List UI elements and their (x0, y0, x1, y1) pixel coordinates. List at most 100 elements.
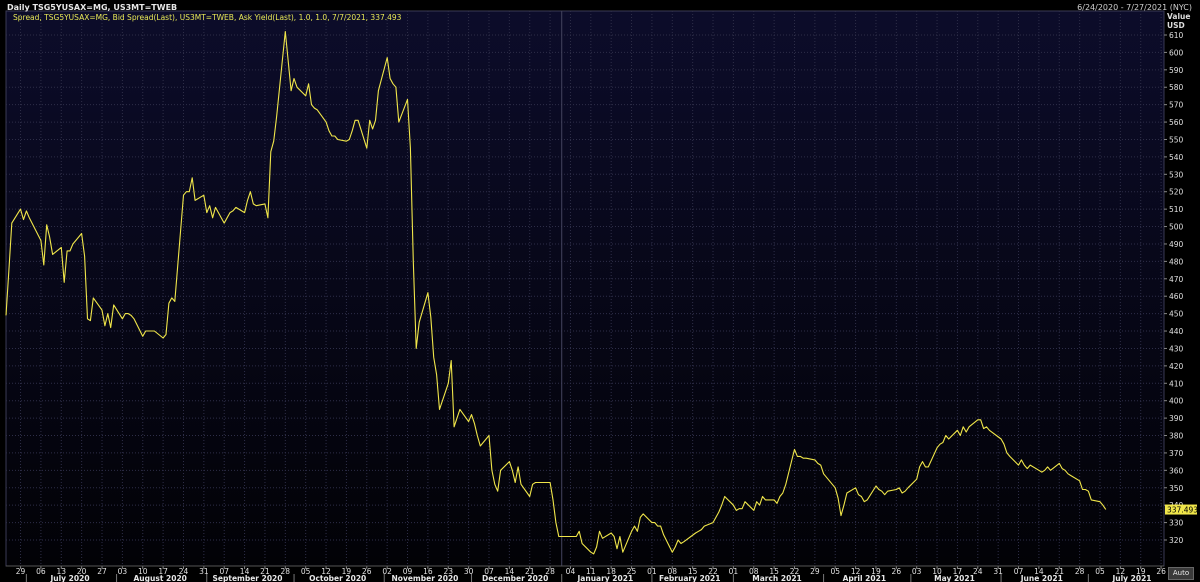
x-tick-label: 28 (281, 567, 291, 576)
y-tick-label: 320 (1169, 536, 1184, 545)
x-tick-label: 29 (810, 567, 820, 576)
y-axis-unit-currency: USD (1167, 21, 1185, 30)
x-tick-label: 13 (57, 567, 67, 576)
x-tick-label: 05 (1095, 567, 1105, 576)
x-tick-label: 14 (240, 567, 250, 576)
last-value-label: 337.493 (1167, 506, 1198, 515)
last-value-box (1165, 504, 1197, 515)
x-tick-label: 23 (443, 567, 453, 576)
x-tick-label: 01 (647, 567, 657, 576)
month-label: July 2020 (49, 574, 89, 582)
y-tick-label: 480 (1169, 257, 1184, 266)
x-tick-label: 17 (158, 567, 168, 576)
y-tick-label: 370 (1169, 449, 1184, 458)
month-label: February 2021 (659, 574, 720, 582)
y-tick-label: 600 (1169, 48, 1184, 57)
x-tick-label: 07 (1014, 567, 1024, 576)
x-tick-label: 03 (118, 567, 128, 576)
month-label: June 2021 (1020, 574, 1063, 582)
y-axis-unit-value: Value (1167, 12, 1191, 21)
y-tick-label: 500 (1169, 223, 1184, 232)
y-tick-label: 540 (1169, 153, 1184, 162)
chart-title: Daily TSG5YUSAX=MG, US3MT=TWEB (7, 3, 178, 12)
y-tick-label: 330 (1169, 519, 1184, 528)
y-tick-label: 560 (1169, 118, 1184, 127)
x-tick-label: 24 (179, 567, 189, 576)
y-tick-label: 380 (1169, 432, 1184, 441)
x-tick-label: 16 (423, 567, 433, 576)
x-tick-label: 08 (749, 567, 759, 576)
y-tick-label: 450 (1169, 310, 1184, 319)
spread-series-line (5, 30, 1107, 555)
x-tick-label: 21 (260, 567, 270, 576)
x-tick-label: 17 (953, 567, 963, 576)
x-tick-label: 27 (97, 567, 107, 576)
y-tick-label: 590 (1169, 66, 1184, 75)
y-tick-label: 610 (1169, 31, 1184, 40)
x-tick-label: 29 (16, 567, 26, 576)
x-tick-label: 08 (668, 567, 678, 576)
month-label: May 2021 (934, 574, 975, 582)
x-tick-label: 26 (1156, 567, 1166, 576)
auto-scale-button[interactable]: Auto (1168, 567, 1194, 580)
date-range: 6/24/2020 - 7/27/2021 (NYC) (1077, 3, 1192, 12)
x-tick-label: 19 (1136, 567, 1146, 576)
x-tick-label: 15 (688, 567, 698, 576)
x-tick-label: 04 (566, 567, 576, 576)
x-tick-label: 06 (36, 567, 46, 576)
x-tick-label: 31 (199, 567, 209, 576)
x-tick-label: 19 (342, 567, 352, 576)
x-tick-label: 05 (830, 567, 840, 576)
x-tick-label: 14 (505, 567, 515, 576)
x-tick-label: 15 (769, 567, 779, 576)
y-tick-label: 390 (1169, 414, 1184, 423)
x-tick-label: 26 (892, 567, 902, 576)
y-tick-label: 360 (1169, 466, 1184, 475)
x-tick-label: 11 (586, 567, 596, 576)
y-tick-label: 530 (1169, 170, 1184, 179)
x-tick-label: 21 (1054, 567, 1064, 576)
month-label: November 2020 (392, 574, 459, 582)
x-tick-label: 12 (851, 567, 861, 576)
month-label: January 2021 (577, 574, 634, 582)
x-tick-label: 18 (606, 567, 616, 576)
y-tick-label: 580 (1169, 83, 1184, 92)
month-label: December 2020 (482, 574, 548, 582)
x-tick-label: 03 (912, 567, 922, 576)
x-tick-label: 21 (525, 567, 535, 576)
y-tick-label: 410 (1169, 379, 1184, 388)
y-tick-label: 510 (1169, 205, 1184, 214)
month-label: August 2020 (134, 574, 187, 582)
x-tick-label: 20 (77, 567, 87, 576)
x-tick-label: 07 (219, 567, 229, 576)
month-label: July 2021 (1111, 574, 1151, 582)
y-tick-label: 350 (1169, 484, 1184, 493)
x-tick-label: 05 (301, 567, 311, 576)
x-tick-label: 09 (403, 567, 413, 576)
x-tick-label: 22 (790, 567, 800, 576)
x-tick-label: 30 (464, 567, 474, 576)
x-tick-label: 10 (932, 567, 942, 576)
y-tick-label: 490 (1169, 240, 1184, 249)
month-label: September 2020 (213, 574, 283, 582)
y-tick-label: 470 (1169, 275, 1184, 284)
x-tick-label: 12 (321, 567, 331, 576)
month-label: October 2020 (309, 574, 366, 582)
y-tick-label: 430 (1169, 344, 1184, 353)
x-tick-label: 26 (362, 567, 372, 576)
x-tick-label: 19 (871, 567, 881, 576)
plot-area (5, 10, 1165, 567)
y-tick-label: 550 (1169, 135, 1184, 144)
x-tick-label: 28 (1075, 567, 1085, 576)
x-tick-label: 14 (1034, 567, 1044, 576)
x-tick-label: 25 (627, 567, 637, 576)
x-tick-label: 22 (708, 567, 718, 576)
y-tick-label: 460 (1169, 292, 1184, 301)
x-tick-label: 02 (382, 567, 392, 576)
y-tick-label: 420 (1169, 362, 1184, 371)
x-tick-label: 31 (993, 567, 1003, 576)
y-tick-label: 400 (1169, 397, 1184, 406)
x-tick-label: 28 (545, 567, 555, 576)
